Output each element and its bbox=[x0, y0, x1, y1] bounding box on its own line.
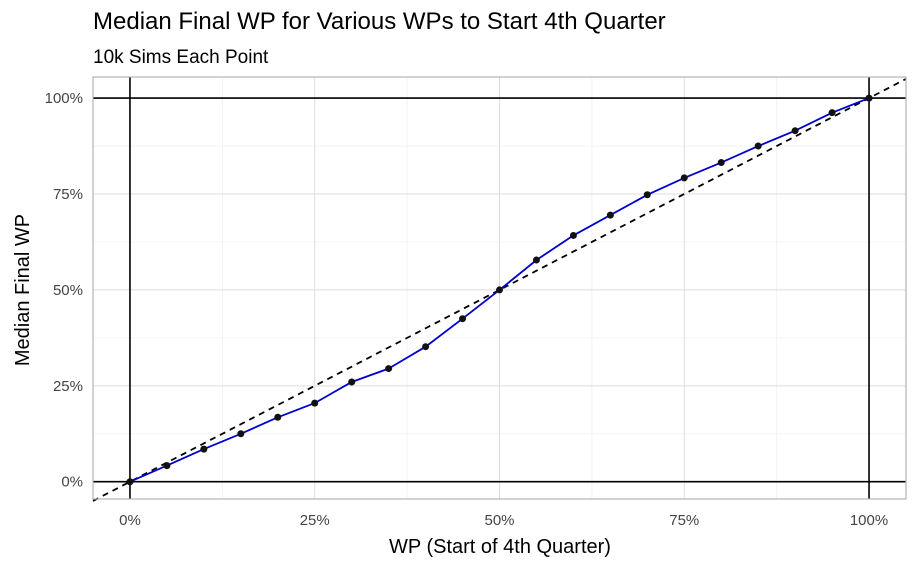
data-point bbox=[348, 378, 356, 386]
y-axis-title: Median Final WP bbox=[12, 214, 34, 366]
data-point bbox=[791, 127, 799, 135]
y-tick-label: 75% bbox=[53, 186, 83, 203]
data-point bbox=[274, 413, 282, 421]
data-point bbox=[680, 174, 688, 182]
data-point bbox=[385, 365, 393, 373]
data-point bbox=[496, 286, 503, 294]
identity-dashed-line bbox=[92, 78, 907, 502]
x-tick-label: 0% bbox=[119, 512, 141, 529]
data-point bbox=[569, 231, 577, 239]
data-point bbox=[126, 478, 134, 486]
data-point bbox=[754, 142, 762, 150]
reference-lines bbox=[92, 77, 907, 502]
data-point bbox=[606, 211, 614, 219]
data-point bbox=[643, 191, 651, 199]
data-point bbox=[828, 109, 836, 117]
data-point bbox=[459, 315, 467, 323]
panel-border bbox=[92, 76, 907, 500]
data-point bbox=[311, 399, 319, 407]
chart-title: Median Final WP for Various WPs to Start… bbox=[93, 8, 666, 35]
chart-subtitle: 10k Sims Each Point bbox=[93, 47, 269, 68]
data-point bbox=[717, 159, 725, 167]
x-tick-label: 50% bbox=[484, 512, 514, 529]
data-point bbox=[532, 256, 540, 264]
data-point bbox=[422, 343, 430, 351]
x-tick-label: 25% bbox=[300, 512, 330, 529]
x-axis-title: WP (Start of 4th Quarter) bbox=[389, 536, 611, 558]
series-layer bbox=[126, 94, 873, 486]
data-point bbox=[163, 462, 171, 470]
tick-labels: 0% 25% 50% 75% 100% 0% 25% 50% 75% 100% bbox=[45, 90, 889, 529]
y-tick-label: 0% bbox=[61, 474, 83, 491]
data-point bbox=[237, 430, 245, 438]
y-tick-label: 100% bbox=[45, 90, 83, 107]
x-tick-label: 75% bbox=[669, 512, 699, 529]
data-point bbox=[200, 445, 208, 453]
y-tick-label: 25% bbox=[53, 378, 83, 395]
y-tick-label: 50% bbox=[53, 282, 83, 299]
data-point bbox=[865, 94, 873, 102]
x-tick-label: 100% bbox=[850, 512, 888, 529]
